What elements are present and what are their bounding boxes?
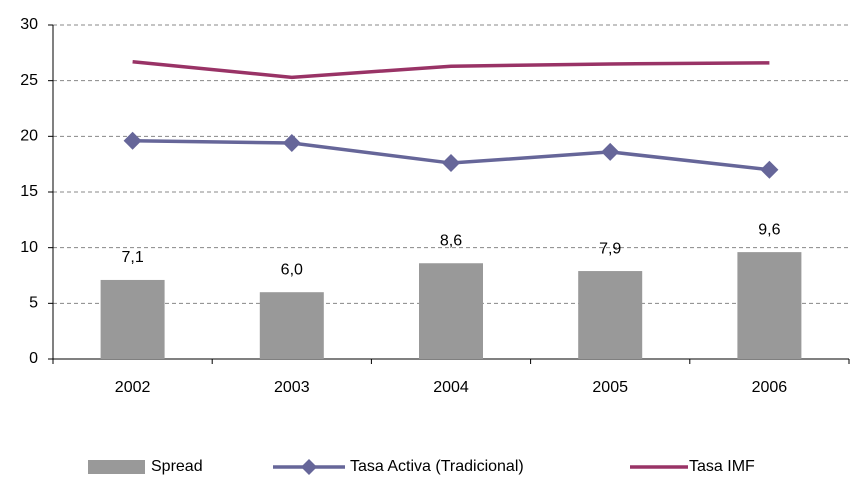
marker — [760, 160, 779, 179]
x-tick-label: 2002 — [115, 379, 151, 396]
data-label: 7,1 — [121, 249, 143, 266]
y-tick-label: 20 — [20, 128, 38, 145]
y-tick-label: 25 — [20, 72, 38, 89]
x-tick-label: 2004 — [433, 379, 469, 396]
legend-swatch — [88, 460, 145, 474]
marker — [601, 142, 620, 161]
legend-label: Tasa IMF — [689, 458, 755, 475]
legend-label: Tasa Activa (Tradicional) — [350, 458, 524, 475]
bar — [737, 252, 802, 359]
bar — [419, 263, 483, 359]
bar — [578, 271, 643, 359]
legend-marker — [301, 459, 317, 475]
marker — [442, 154, 460, 173]
bar — [100, 279, 165, 359]
marker — [123, 131, 142, 150]
y-tick-label: 30 — [20, 16, 38, 33]
legend-label: Spread — [151, 458, 203, 475]
x-tick-label: 2005 — [592, 379, 628, 396]
data-label: 6,0 — [281, 261, 303, 278]
data-label: 8,6 — [440, 232, 462, 249]
data-label: 9,6 — [758, 221, 780, 238]
line — [132, 59, 770, 80]
data-label: 7,9 — [599, 240, 621, 257]
y-tick-label: 15 — [20, 183, 38, 200]
y-tick-label: 10 — [20, 239, 38, 256]
x-tick-label: 2006 — [752, 379, 788, 396]
marker — [282, 134, 301, 153]
bar — [259, 292, 324, 359]
y-tick-label: 0 — [29, 350, 38, 367]
y-tick-label: 5 — [29, 295, 38, 312]
x-tick-label: 2003 — [274, 379, 310, 396]
